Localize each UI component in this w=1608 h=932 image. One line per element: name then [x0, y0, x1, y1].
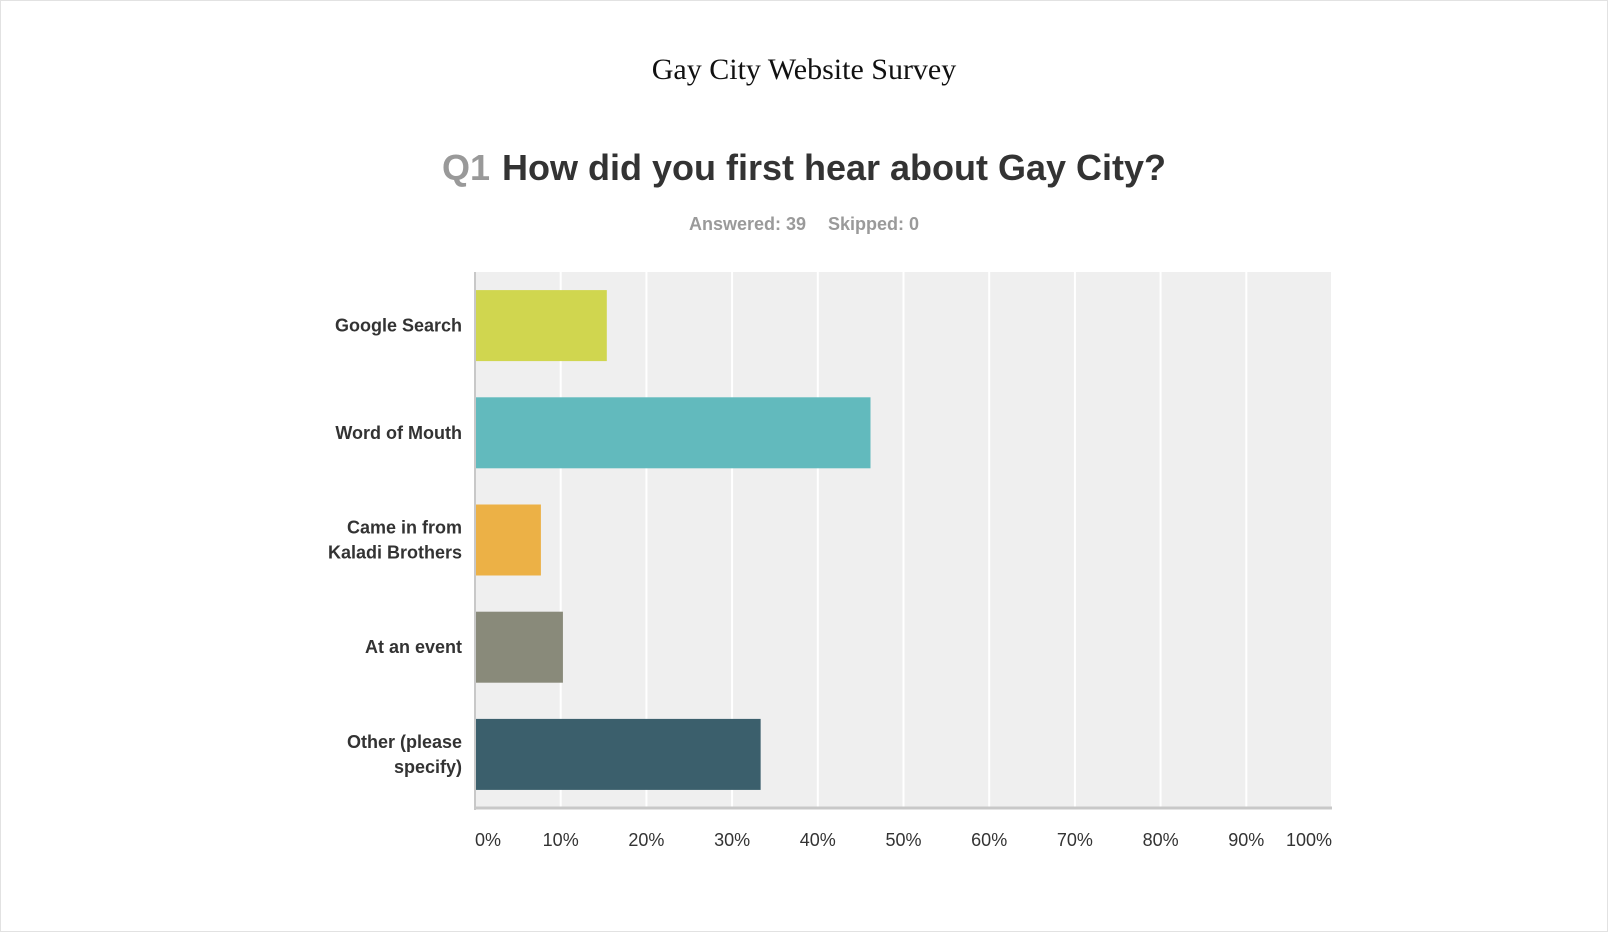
x-tick-label: 40%: [800, 830, 836, 850]
skipped-count: Skipped: 0: [828, 214, 920, 234]
x-tick-label: 30%: [714, 830, 750, 850]
question-heading: Q1 How did you first hear about Gay City?: [1, 147, 1607, 189]
x-tick-label: 60%: [971, 830, 1007, 850]
bar: [476, 718, 761, 790]
bar: [476, 397, 871, 469]
x-tick-label: 0%: [475, 830, 501, 850]
survey-title: Gay City Website Survey: [651, 53, 957, 86]
x-tick-label: 80%: [1143, 830, 1179, 850]
answered-count: Answered: 39: [688, 214, 806, 234]
category-label: Word of Mouth: [335, 423, 462, 443]
question-text: How did you first hear about Gay City?: [501, 147, 1167, 188]
x-tick-label: 70%: [1057, 830, 1093, 850]
bar: [476, 504, 541, 576]
category-label: Came in from Kaladi Brothers: [328, 518, 462, 563]
x-tick-label: 100%: [1286, 830, 1332, 850]
category-label: At an event: [365, 637, 462, 657]
x-tick-label: 20%: [628, 830, 664, 850]
category-label: Google Search: [335, 316, 462, 336]
answer-stats: Answered: 39 Skipped: 0: [1, 214, 1607, 235]
bar: [476, 290, 607, 362]
x-tick-label: 50%: [885, 830, 921, 850]
x-tick-label: 10%: [543, 830, 579, 850]
x-tick-label: 90%: [1228, 830, 1264, 850]
bar: [476, 611, 563, 683]
category-label: Other (please specify): [347, 732, 462, 777]
question-number: Q1: [441, 147, 490, 188]
